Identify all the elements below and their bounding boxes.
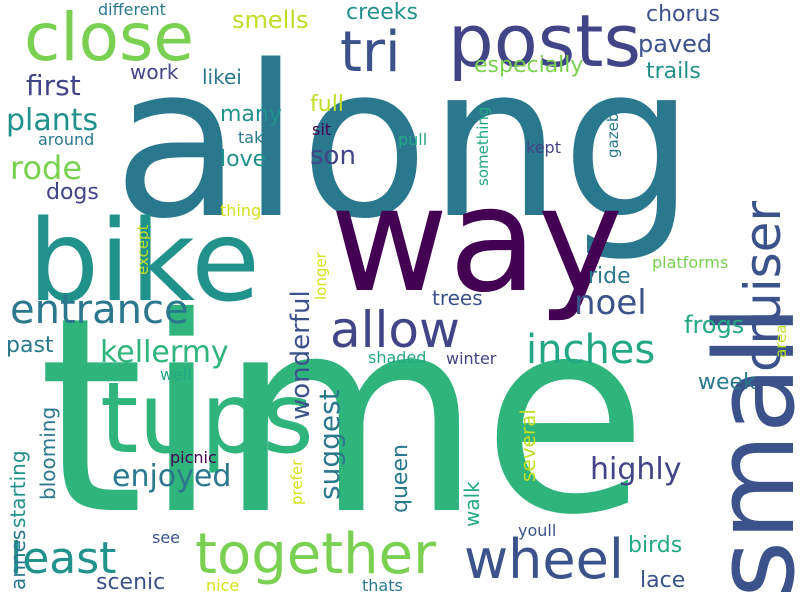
word-chorus: chorus: [646, 2, 720, 27]
word-dogs: dogs: [46, 180, 99, 205]
word-posts: posts: [448, 0, 642, 83]
word-wonderful: wonderful: [286, 290, 316, 420]
word-highly: highly: [590, 452, 682, 487]
word-many: many: [220, 102, 282, 127]
word-likei: likei: [202, 65, 242, 89]
word-gazebo: gazebo: [604, 103, 622, 158]
word-entrance: entrance: [10, 287, 189, 333]
word-trails: trails: [646, 59, 701, 84]
word-well: well: [160, 365, 192, 384]
word-along: along: [113, 20, 695, 265]
word-different: different: [98, 0, 166, 19]
word-week: week: [698, 370, 756, 395]
word-kept: kept: [526, 138, 561, 157]
word-youll: youll: [518, 521, 557, 540]
word-around: around: [38, 130, 95, 149]
word-picnic: picnic: [170, 448, 217, 467]
word-ride: ride: [588, 264, 631, 289]
word-blooming: blooming: [36, 406, 60, 500]
word-bike: bike: [28, 197, 260, 327]
word-scenic: scenic: [96, 570, 166, 595]
word-least: least: [10, 533, 117, 584]
word-birds: birds: [628, 533, 683, 558]
word-time: time: [38, 259, 649, 574]
word-see: see: [152, 528, 181, 547]
word-suggest: suggest: [313, 389, 346, 500]
word-smells: smells: [232, 6, 309, 34]
word-full: full: [310, 92, 344, 117]
word-tups: tups: [100, 362, 314, 476]
word-frogs: frogs: [684, 311, 745, 339]
word-enjoyed: enjoyed: [112, 459, 232, 494]
word-paved: paved: [638, 30, 713, 58]
word-especially: especially: [474, 53, 584, 78]
word-shaded: shaded: [368, 348, 427, 367]
word-love: love: [220, 147, 267, 172]
word-prefer: prefer: [288, 459, 306, 505]
word-past: past: [6, 333, 54, 358]
word-longer: longer: [312, 252, 330, 300]
word-tri: tri: [340, 20, 401, 85]
word-first: first: [26, 69, 81, 102]
word-take: take: [238, 128, 273, 147]
word-work: work: [130, 60, 179, 84]
word-something: something: [474, 106, 492, 186]
word-starting: starting: [6, 450, 30, 528]
word-thing: thing: [220, 201, 262, 220]
word-sit: sit: [312, 120, 332, 139]
word-together: together: [195, 522, 437, 587]
word-walk: walk: [460, 481, 484, 527]
word-allow: allow: [330, 301, 460, 359]
word-thats: thats: [362, 576, 403, 595]
word-noel: noel: [574, 283, 647, 323]
word-plants: plants: [6, 103, 99, 138]
word-nice: nice: [206, 576, 240, 595]
word-annes: annes: [6, 529, 30, 590]
word-lace: lace: [640, 568, 686, 593]
word-kellermy: kellermy: [100, 335, 229, 370]
word-rode: rode: [10, 149, 83, 187]
word-wheel: wheel: [464, 528, 624, 591]
word-winter: winter: [446, 349, 497, 368]
word-platforms: platforms: [652, 253, 729, 272]
word-close: close: [24, 0, 194, 76]
word-queen: queen: [388, 444, 413, 513]
word-inches: inches: [526, 327, 656, 373]
word-way: way: [330, 156, 624, 325]
word-trees: trees: [432, 286, 483, 310]
word-pull: pull: [398, 130, 428, 149]
word-son: son: [310, 141, 356, 171]
word-except: except: [134, 224, 152, 275]
word-several: several: [516, 409, 540, 482]
word-area: area: [772, 324, 790, 358]
word-creeks: creeks: [346, 0, 418, 25]
